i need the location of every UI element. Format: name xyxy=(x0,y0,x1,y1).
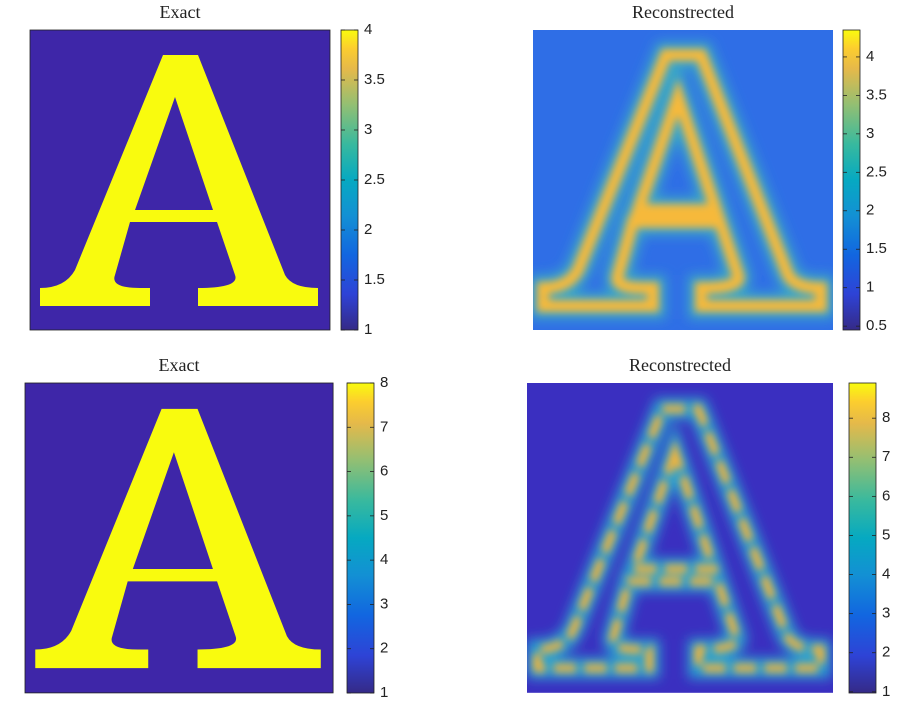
colorbar-tick-label: 7 xyxy=(882,448,890,465)
colorbar-tick-label: 2 xyxy=(380,640,388,657)
panel-title: Exact xyxy=(159,355,200,375)
colorbar-tick-label: 1 xyxy=(882,683,890,700)
colorbar-tick-label: 1.5 xyxy=(866,240,887,257)
colorbar-tick-label: 0.5 xyxy=(866,317,887,334)
colorbar-tick-label: 2.5 xyxy=(364,171,385,188)
colorbar-tick-label: 3 xyxy=(380,595,388,612)
colorbar-tick-label: 2 xyxy=(866,202,874,219)
image-reconstructed-2 xyxy=(527,383,833,693)
colorbar-tick-label: 2 xyxy=(364,221,372,238)
colorbar-tick-label: 3.5 xyxy=(364,71,385,88)
colorbar-tick-label: 8 xyxy=(882,409,890,426)
panel-title: Reconstrected xyxy=(629,355,731,375)
panel-title: Reconstrected xyxy=(632,2,734,22)
colorbar xyxy=(346,382,375,694)
colorbar-tick-label: 6 xyxy=(380,463,388,480)
colorbar-tick-label: 1 xyxy=(364,321,372,338)
colorbar-tick-label: 8 xyxy=(380,374,388,391)
colorbar-tick-label: 3.5 xyxy=(866,86,887,103)
colorbar-tick-label: 3 xyxy=(866,125,874,142)
panel-title: Exact xyxy=(160,2,201,22)
colorbar-tick-label: 1 xyxy=(866,279,874,296)
colorbar-tick-label: 1.5 xyxy=(364,271,385,288)
colorbar-tick-label: 7 xyxy=(380,418,388,435)
colorbar-tick-label: 2 xyxy=(882,644,890,661)
colorbar-tick-label: 2.5 xyxy=(866,163,887,180)
colorbar xyxy=(842,29,861,331)
colorbar-tick-label: 4 xyxy=(882,566,890,583)
colorbar-tick-label: 6 xyxy=(882,487,890,504)
colorbar-tick-label: 5 xyxy=(882,526,890,543)
colorbar-tick-label: 5 xyxy=(380,507,388,524)
colorbar-tick-label: 3 xyxy=(364,121,372,138)
image-exact-2 xyxy=(24,382,334,694)
colorbar-tick-label: 3 xyxy=(882,605,890,622)
colorbar xyxy=(848,382,877,694)
colorbar-tick-label: 1 xyxy=(380,684,388,701)
colorbar-tick-label: 4 xyxy=(866,48,874,65)
image-reconstructed-1 xyxy=(533,30,833,330)
image-exact-1 xyxy=(29,29,331,331)
colorbar-tick-label: 4 xyxy=(380,551,388,568)
colorbar-tick-label: 4 xyxy=(364,21,372,38)
